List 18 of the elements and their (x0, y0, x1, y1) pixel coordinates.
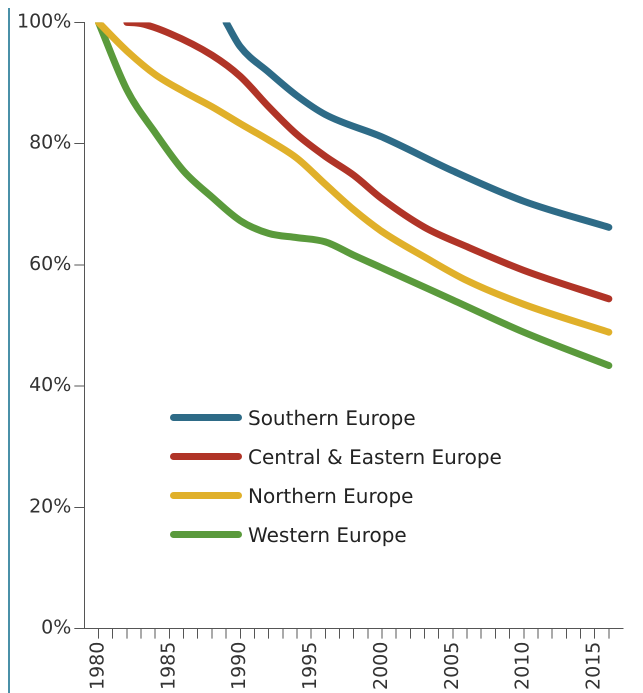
legend-label: Northern Europe (248, 484, 414, 508)
x-tick-label: 1985 (157, 642, 180, 690)
x-tick-label: 1980 (86, 642, 108, 690)
x-tick-label: 2005 (440, 642, 463, 690)
y-tick-label: 0% (41, 616, 72, 639)
x-tick-label: 1995 (299, 642, 322, 690)
y-tick-label: 40% (29, 374, 72, 396)
y-tick-label: 20% (29, 495, 72, 518)
legend-label: Western Europe (248, 522, 407, 546)
x-tick-label: 2010 (512, 642, 534, 690)
x-tick-label: 1990 (228, 642, 250, 690)
x-tick-label: 2000 (370, 642, 392, 690)
y-tick-label: 80% (29, 132, 72, 154)
y-tick-label: 100% (16, 10, 72, 32)
x-tick-label: 2015 (582, 642, 605, 690)
y-tick-label: 60% (29, 252, 72, 275)
legend-label: Central & Eastern Europe (248, 444, 502, 468)
legend-label: Southern Europe (248, 406, 416, 430)
